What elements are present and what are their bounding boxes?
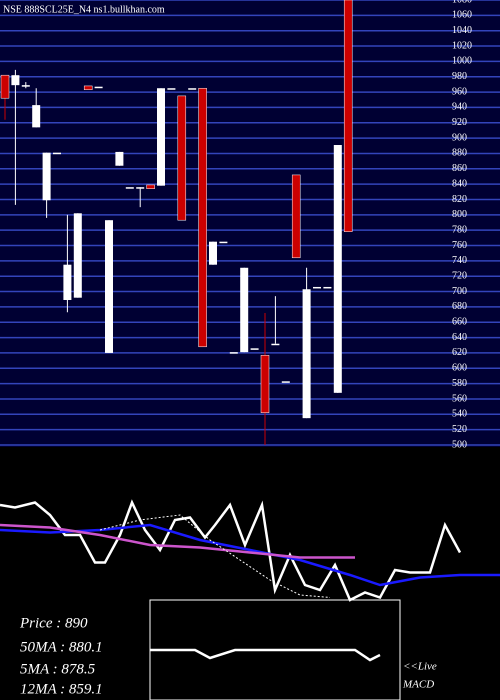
candle-body bbox=[229, 352, 238, 354]
candle-body bbox=[250, 348, 259, 350]
y-tick-label: 1080 bbox=[452, 0, 472, 5]
series-line bbox=[0, 499, 462, 602]
candle-body bbox=[333, 145, 342, 393]
candle-body bbox=[313, 286, 321, 289]
y-tick-label: 840 bbox=[452, 178, 467, 189]
series-line bbox=[150, 648, 381, 662]
y-tick-label: 680 bbox=[452, 301, 467, 312]
candle-body bbox=[146, 184, 155, 189]
candle-body bbox=[136, 187, 145, 189]
y-tick-label: 940 bbox=[452, 102, 467, 113]
y-tick-label: 980 bbox=[452, 71, 467, 82]
y-tick-label: 1020 bbox=[452, 40, 472, 51]
candle-body bbox=[177, 95, 187, 221]
candle-body bbox=[32, 105, 41, 128]
y-tick-label: 1000 bbox=[452, 56, 472, 67]
candle-body bbox=[219, 241, 228, 244]
candle-body bbox=[281, 381, 290, 383]
y-tick-label: 1040 bbox=[452, 25, 472, 36]
candle-body bbox=[343, 0, 353, 232]
y-tick-label: 580 bbox=[452, 378, 467, 389]
y-tick-label: 500 bbox=[452, 439, 467, 450]
candle-body bbox=[188, 88, 197, 90]
legend-line: 12MA : 859.1 bbox=[20, 681, 103, 697]
candle-body bbox=[94, 86, 103, 89]
candle-body bbox=[260, 354, 270, 414]
price-panel bbox=[0, 0, 500, 447]
candle-body bbox=[21, 85, 30, 87]
y-tick-label: 640 bbox=[452, 332, 467, 343]
y-tick-label: 780 bbox=[452, 224, 467, 235]
chart-title: NSE 888SCL25E_N4 ns1.bullkhan.com bbox=[3, 4, 165, 15]
y-tick-label: 760 bbox=[452, 240, 467, 251]
candle-body bbox=[209, 241, 217, 265]
legend-line: 50MA : 880.1 bbox=[20, 639, 103, 655]
candle-body bbox=[53, 152, 61, 155]
y-tick-label: 960 bbox=[452, 86, 467, 97]
y-tick-label: 720 bbox=[452, 271, 467, 282]
y-tick-label: 540 bbox=[452, 409, 467, 420]
series-line bbox=[99, 514, 331, 598]
y-tick-label: 600 bbox=[452, 363, 467, 374]
candle-body bbox=[42, 152, 51, 201]
candle-body bbox=[125, 187, 134, 189]
y-tick-label: 800 bbox=[452, 209, 467, 220]
candle-body bbox=[271, 343, 280, 346]
y-tick-label: 620 bbox=[452, 347, 467, 358]
candle-body bbox=[63, 264, 72, 300]
y-tick-label: 860 bbox=[452, 163, 467, 174]
y-tick-label: 1060 bbox=[452, 10, 472, 21]
candle-body bbox=[323, 286, 332, 289]
y-tick-label: 880 bbox=[452, 148, 467, 159]
y-tick-label: 900 bbox=[452, 132, 467, 143]
candle-body bbox=[83, 85, 93, 91]
legend-line: Price : 890 bbox=[19, 615, 88, 631]
live-label: <<Live bbox=[403, 661, 437, 673]
candle-body bbox=[167, 88, 176, 90]
candle-body bbox=[240, 267, 249, 353]
candle-body bbox=[105, 220, 113, 353]
candle-body bbox=[157, 88, 165, 186]
candle-body bbox=[11, 75, 20, 86]
y-tick-label: 820 bbox=[452, 194, 467, 205]
candle-body bbox=[291, 174, 301, 259]
macd-label: MACD bbox=[402, 679, 434, 691]
legend-line: 5MA : 878.5 bbox=[20, 661, 96, 677]
series-line bbox=[0, 523, 355, 559]
y-tick-label: 520 bbox=[452, 424, 467, 435]
candle-body bbox=[198, 87, 207, 348]
candle-body bbox=[302, 289, 311, 419]
y-tick-label: 920 bbox=[452, 117, 467, 128]
candle-body bbox=[115, 151, 124, 166]
candle-body bbox=[0, 74, 10, 99]
y-tick-label: 740 bbox=[452, 255, 467, 266]
candle-body bbox=[73, 213, 82, 298]
y-tick-label: 700 bbox=[452, 286, 467, 297]
y-tick-label: 560 bbox=[452, 393, 467, 404]
y-tick-label: 660 bbox=[452, 317, 467, 328]
